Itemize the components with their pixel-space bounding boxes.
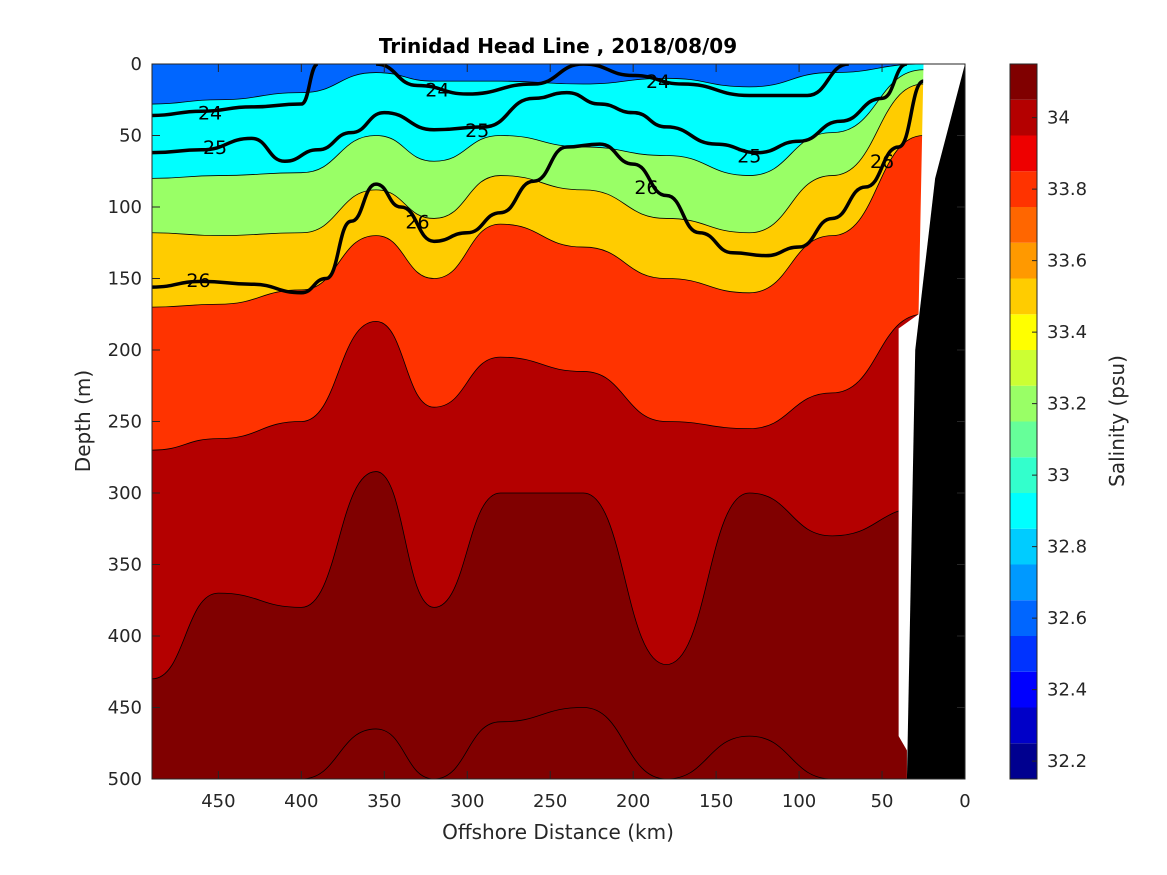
colorbar-swatch: [1010, 707, 1037, 744]
colorbar-tick-label: 32.2: [1047, 751, 1087, 772]
salinity-band: [152, 69, 924, 236]
x-tick-label: 100: [782, 791, 816, 812]
density-contour-24: [152, 64, 319, 118]
colorbar-tick-label: 34: [1047, 108, 1070, 129]
y-tick-label: 250: [108, 412, 142, 433]
thin-contour-line: [152, 471, 924, 680]
contour-label: 26: [405, 211, 429, 233]
y-axis-title: Depth (m): [71, 370, 95, 472]
x-axis-title: Offshore Distance (km): [442, 820, 674, 844]
thin-contour-line: [152, 135, 924, 308]
colorbar-swatch: [1010, 564, 1037, 601]
colorbar-tick-label: 33.6: [1047, 251, 1087, 272]
x-tick-label: 150: [699, 791, 733, 812]
colorbar-tick-label: 33.4: [1047, 322, 1087, 343]
salinity-band: [152, 135, 924, 451]
y-tick-label: 0: [131, 54, 142, 75]
x-tick-label: 300: [450, 791, 484, 812]
colorbar-swatch: [1010, 636, 1037, 672]
colorbar-swatch: [1010, 278, 1037, 315]
colorbar-tick-label: 32.8: [1047, 537, 1087, 558]
x-tick-label: 200: [616, 791, 650, 812]
colorbar-tick-label: 33.8: [1047, 179, 1087, 200]
thin-contour-line: [152, 707, 924, 779]
contour-label: 26: [870, 151, 894, 173]
density-contour-25: [152, 64, 908, 163]
salinity-band: [152, 314, 924, 679]
salinity-band: [152, 471, 924, 779]
colorbar: 32.2 32.4 32.6 32.8 33 33.2 33.4 33.6 33.8 34: [1009, 63, 1087, 780]
colorbar-swatch: [1010, 207, 1037, 243]
x-tick-label: 400: [284, 791, 318, 812]
contour-label: 25: [737, 146, 761, 168]
salinity-band: [152, 707, 924, 779]
seafloor-bathymetry: [906, 64, 965, 779]
colorbar-swatch: [1010, 350, 1037, 386]
x-tick-label: 250: [533, 791, 567, 812]
y-axis: 0 50 100 150 200 250 300 350 400 450 500: [108, 54, 965, 790]
thin-contour-line: [152, 313, 924, 451]
chart-title: Trinidad Head Line , 2018/08/09: [379, 34, 737, 58]
contour-label: 26: [186, 270, 210, 292]
plot-area: 24 24 24 25 25 25 26 26 26 26: [152, 64, 965, 779]
colorbar-tick-label: 32.4: [1047, 680, 1087, 701]
x-tick-label: 350: [367, 791, 401, 812]
contour-label: 26: [634, 177, 658, 199]
thin-contour-line: [152, 64, 924, 105]
thin-contour-line: [152, 83, 924, 237]
thin-contour-line: [152, 69, 924, 179]
colorbar-swatch: [1010, 421, 1037, 458]
y-tick-label: 500: [108, 769, 142, 790]
x-tick-label: 0: [959, 791, 970, 812]
y-tick-label: 100: [108, 197, 142, 218]
y-tick-label: 350: [108, 555, 142, 576]
contour-label: 25: [465, 120, 489, 142]
colorbar-swatch: [1010, 493, 1037, 529]
colorbar-swatch: [1010, 135, 1037, 172]
contour-label: 24: [198, 103, 222, 125]
x-axis: 450 400 350 300 250 200 150 100 50 0: [201, 64, 971, 812]
y-tick-label: 450: [108, 698, 142, 719]
contour-label: 24: [646, 71, 670, 93]
y-tick-label: 400: [108, 626, 142, 647]
density-contour-24: [375, 64, 850, 98]
y-tick-label: 150: [108, 269, 142, 290]
colorbar-tick-label: 32.6: [1047, 608, 1087, 629]
x-tick-label: 450: [201, 791, 235, 812]
y-tick-label: 200: [108, 340, 142, 361]
contour-label: 24: [425, 80, 449, 102]
density-contour-26: [152, 79, 925, 295]
colorbar-swatch: [1010, 64, 1037, 100]
colorbar-tick-label: 33: [1047, 465, 1070, 486]
colorbar-tick-label: 33.2: [1047, 394, 1087, 415]
y-tick-label: 300: [108, 483, 142, 504]
colorbar-title: Salinity (psu): [1105, 355, 1129, 487]
colorbar-frame: [1009, 63, 1038, 780]
salinity-band: [152, 64, 924, 105]
x-tick-label: 50: [871, 791, 894, 812]
contour-label: 25: [203, 137, 227, 159]
y-tick-label: 50: [119, 126, 142, 147]
